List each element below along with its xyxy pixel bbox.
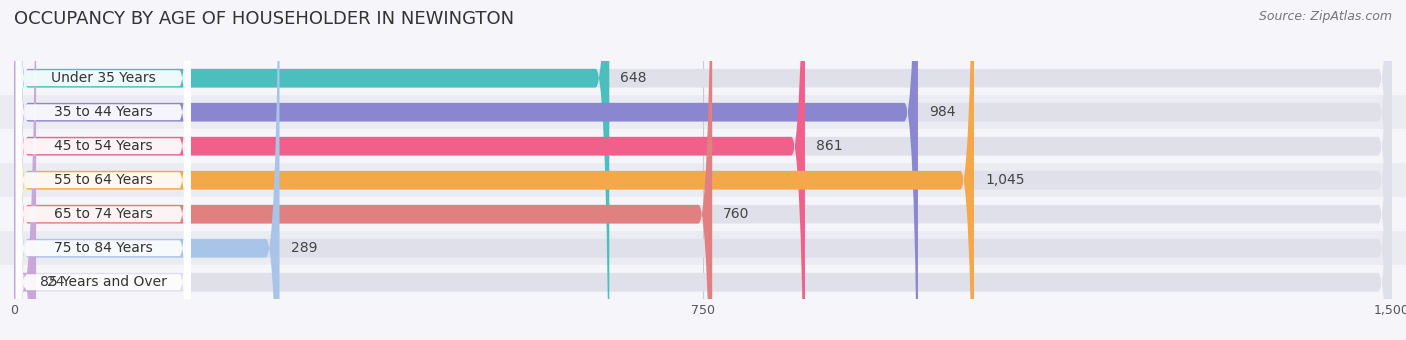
Text: OCCUPANCY BY AGE OF HOUSEHOLDER IN NEWINGTON: OCCUPANCY BY AGE OF HOUSEHOLDER IN NEWIN… <box>14 10 515 28</box>
FancyBboxPatch shape <box>14 0 1392 340</box>
FancyBboxPatch shape <box>14 0 1392 340</box>
FancyBboxPatch shape <box>14 0 1392 340</box>
FancyBboxPatch shape <box>0 129 1406 163</box>
FancyBboxPatch shape <box>14 0 806 340</box>
Text: 24: 24 <box>48 275 65 289</box>
FancyBboxPatch shape <box>14 0 280 340</box>
FancyBboxPatch shape <box>0 231 1406 265</box>
Text: 45 to 54 Years: 45 to 54 Years <box>53 139 152 153</box>
FancyBboxPatch shape <box>0 265 1406 299</box>
Text: 75 to 84 Years: 75 to 84 Years <box>53 241 152 255</box>
Text: 861: 861 <box>815 139 842 153</box>
FancyBboxPatch shape <box>0 197 1406 231</box>
Text: Under 35 Years: Under 35 Years <box>51 71 156 85</box>
FancyBboxPatch shape <box>14 0 1392 340</box>
Text: 55 to 64 Years: 55 to 64 Years <box>53 173 152 187</box>
FancyBboxPatch shape <box>15 0 190 340</box>
FancyBboxPatch shape <box>14 0 1392 340</box>
FancyBboxPatch shape <box>14 0 974 340</box>
FancyBboxPatch shape <box>14 0 37 340</box>
Text: 85 Years and Over: 85 Years and Over <box>39 275 166 289</box>
FancyBboxPatch shape <box>14 0 713 340</box>
FancyBboxPatch shape <box>14 0 609 340</box>
FancyBboxPatch shape <box>0 61 1406 95</box>
Text: 35 to 44 Years: 35 to 44 Years <box>53 105 152 119</box>
FancyBboxPatch shape <box>14 0 1392 340</box>
FancyBboxPatch shape <box>14 0 918 340</box>
FancyBboxPatch shape <box>0 95 1406 129</box>
Text: 648: 648 <box>620 71 647 85</box>
FancyBboxPatch shape <box>14 0 1392 340</box>
Text: 289: 289 <box>291 241 318 255</box>
Text: 65 to 74 Years: 65 to 74 Years <box>53 207 152 221</box>
Text: 984: 984 <box>929 105 956 119</box>
Text: 1,045: 1,045 <box>986 173 1025 187</box>
FancyBboxPatch shape <box>15 0 190 340</box>
FancyBboxPatch shape <box>0 163 1406 197</box>
FancyBboxPatch shape <box>15 0 190 340</box>
Text: 760: 760 <box>723 207 749 221</box>
Text: Source: ZipAtlas.com: Source: ZipAtlas.com <box>1258 10 1392 23</box>
FancyBboxPatch shape <box>15 0 190 340</box>
FancyBboxPatch shape <box>15 0 190 340</box>
FancyBboxPatch shape <box>15 0 190 340</box>
FancyBboxPatch shape <box>15 0 190 340</box>
